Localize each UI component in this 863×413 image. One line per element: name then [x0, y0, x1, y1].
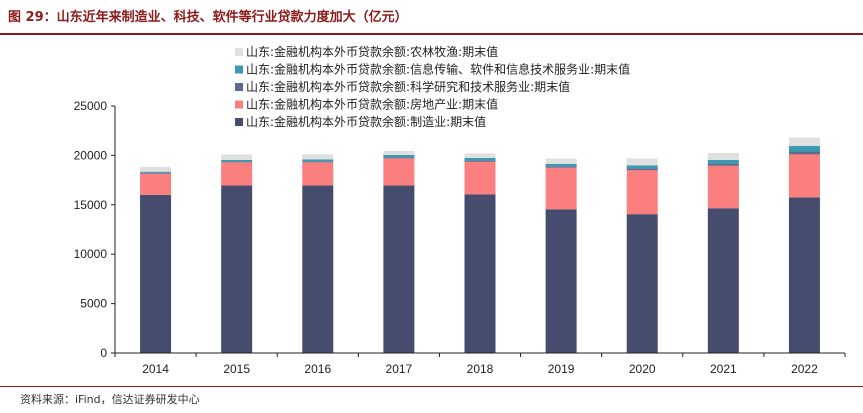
bar-segment [464, 161, 496, 195]
chart-title: 图 29：山东近年来制造业、科技、软件等行业贷款力度加大（亿元） [8, 10, 408, 25]
bar-segment [707, 159, 739, 164]
bar-segment [464, 157, 496, 161]
bar-segment [788, 197, 820, 353]
bar-segment [383, 158, 415, 186]
bar-segment [221, 154, 253, 160]
bar-segment [383, 150, 415, 155]
legend-label: 山东:金融机构本外币贷款余额:房地产业:期末值 [246, 97, 498, 112]
bar-segment [707, 165, 739, 209]
bar-segment [545, 167, 577, 210]
bar-segment [464, 194, 496, 353]
bar-segment [545, 166, 577, 168]
legend-swatch [235, 100, 243, 109]
x-tick-label: 2015 [223, 362, 250, 376]
bar-segment [302, 162, 334, 186]
bar-segment [788, 137, 820, 147]
title-divider [0, 33, 863, 35]
legend-label: 山东:金融机构本外币贷款余额:农林牧渔:期末值 [246, 44, 498, 59]
bar-segment [302, 154, 334, 160]
bar-segment [464, 160, 496, 162]
bar-segment [302, 159, 334, 162]
bar-segment [707, 163, 739, 166]
bar-segment [626, 214, 658, 353]
bar-segment [140, 194, 172, 353]
y-tick-label: 0 [100, 346, 107, 360]
bar-segment [140, 172, 172, 174]
x-tick-label: 2022 [791, 362, 818, 376]
bar-segment [545, 163, 577, 167]
x-tick-label: 2019 [548, 362, 575, 376]
x-tick-label: 2014 [142, 362, 169, 376]
bars [140, 137, 820, 353]
bar-segment [302, 185, 334, 353]
bar-segment [545, 158, 577, 164]
y-axis: 0 5000 10000 15000 20000 25000 [74, 99, 116, 360]
bar-segment [707, 152, 739, 160]
y-tick-label: 15000 [74, 198, 108, 212]
legend-label: 山东:金融机构本外币贷款余额:科学研究和技术服务业:期末值 [246, 79, 570, 94]
bar-segment [626, 168, 658, 171]
legend: 山东:金融机构本外币贷款余额:农林牧渔:期末值山东:金融机构本外币贷款余额:信息… [235, 44, 630, 129]
x-tick-label: 2016 [304, 362, 331, 376]
bar-segment [545, 209, 577, 353]
bar-segment [221, 185, 253, 353]
x-tick-label: 2018 [467, 362, 494, 376]
x-tick-label: 2021 [710, 362, 737, 376]
legend-swatch [235, 118, 243, 126]
bar-segment [140, 171, 172, 173]
bar-segment [788, 151, 820, 155]
bar-segment [788, 146, 820, 152]
source-divider [0, 386, 863, 387]
bar-segment [626, 165, 658, 169]
y-tick-label: 10000 [74, 247, 108, 261]
bar-segment [140, 173, 172, 195]
legend-label: 山东:金融机构本外币贷款余额:制造业:期末值 [246, 114, 486, 129]
bar-segment [383, 154, 415, 158]
x-tick-label: 2020 [629, 362, 656, 376]
y-tick-label: 20000 [74, 148, 108, 162]
y-tick-label: 5000 [80, 297, 107, 311]
bar-segment [464, 153, 496, 158]
legend-swatch [235, 83, 243, 91]
bar-segment [383, 157, 415, 159]
legend-label: 山东:金融机构本外币贷款余额:信息传输、软件和信息技术服务业:期末值 [246, 62, 630, 77]
legend-swatch [235, 65, 243, 74]
source-note: 资料来源：iFind，信达证券研发中心 [20, 393, 200, 406]
bar-segment [302, 161, 334, 163]
bar-segment [221, 161, 253, 163]
bar-segment [140, 166, 172, 172]
legend-swatch [235, 48, 243, 56]
bar-segment [707, 208, 739, 353]
bar-segment [221, 159, 253, 162]
bar-segment [626, 158, 658, 166]
bar-segment [383, 185, 415, 353]
bar-segment [221, 162, 253, 186]
x-tick-label: 2017 [386, 362, 413, 376]
x-axis: 2014 2015 2016 2017 2018 2019 2020 2021 2022 [114, 352, 846, 376]
bar-segment [626, 170, 658, 215]
y-tick-label: 25000 [74, 99, 108, 113]
bar-segment [788, 154, 820, 198]
